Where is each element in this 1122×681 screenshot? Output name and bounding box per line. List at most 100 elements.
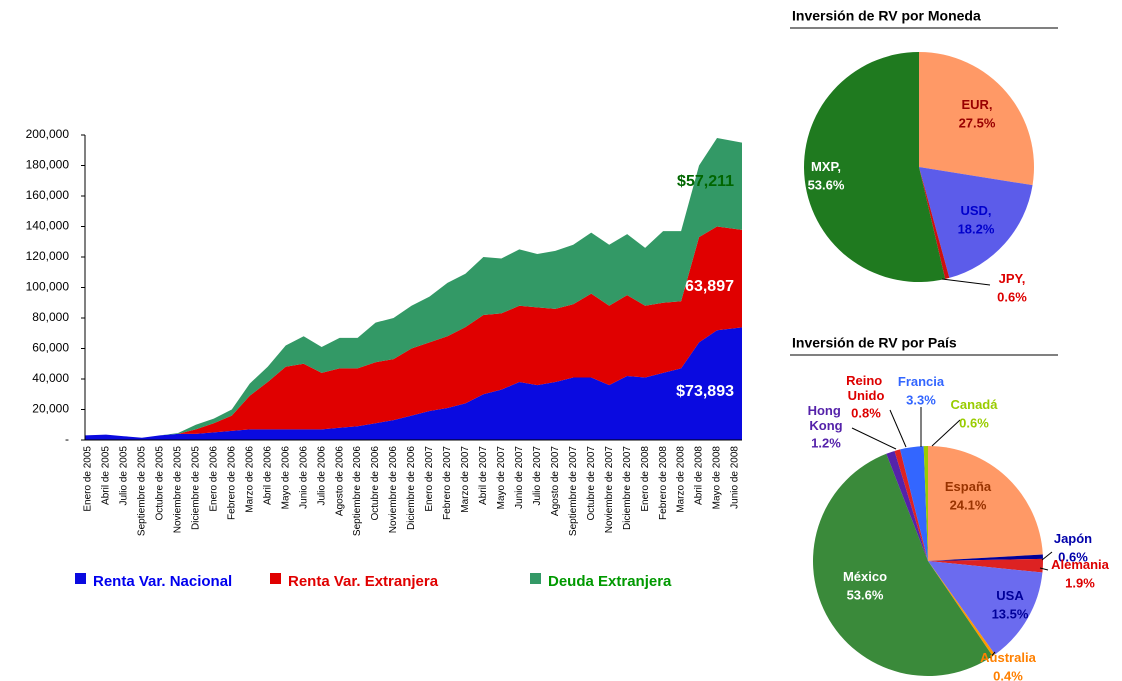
- y-tick-label: 140,000: [26, 219, 70, 233]
- x-tick-label: Abril de 2005: [101, 446, 112, 505]
- pie-slice: [919, 167, 950, 279]
- x-tick-label: Julio de 2006: [316, 446, 327, 506]
- pie-slice: [928, 561, 996, 657]
- slice-label: EUR,: [961, 97, 992, 112]
- x-tick-label: Septiembre de 2006: [352, 446, 363, 537]
- slice-value: 24.1%: [950, 497, 987, 512]
- pie-slice: [928, 561, 1043, 655]
- x-tick-label: Noviembre de 2005: [173, 446, 184, 534]
- slice-value: 53.6%: [847, 587, 884, 602]
- x-tick-label: Agosto de 2006: [334, 446, 345, 516]
- slice-label: Reino Unido: [846, 373, 886, 403]
- leader-line: [851, 427, 897, 450]
- x-tick-label: Abril de 2006: [262, 446, 273, 505]
- legend-swatch: [75, 573, 86, 584]
- area-band: [85, 226, 742, 438]
- y-tick-label: 120,000: [26, 249, 70, 263]
- x-tick-label: Octubre de 2006: [370, 446, 381, 521]
- slice-label: México: [843, 569, 887, 584]
- y-tick-label: 60,000: [32, 341, 69, 355]
- slice-value: 0.6%: [997, 289, 1027, 304]
- slice-value: 27.5%: [959, 115, 996, 130]
- x-tick-label: Febrero de 2006: [226, 446, 237, 520]
- pie-title: Inversión de RV por Moneda: [792, 8, 981, 24]
- pie-slice: [919, 52, 1034, 186]
- end-label: $73,893: [676, 383, 734, 400]
- y-tick-label: 40,000: [32, 371, 69, 385]
- x-tick-label: Noviembre de 2007: [604, 446, 615, 534]
- y-tick-label: 100,000: [26, 280, 70, 294]
- pie-slice: [894, 449, 928, 561]
- x-tick-label: Mayo de 2007: [496, 446, 507, 510]
- y-tick-label: 180,000: [26, 158, 70, 172]
- slice-value: 1.2%: [811, 435, 841, 450]
- leader-line: [889, 409, 907, 448]
- pie-slice: [812, 453, 993, 676]
- leader-line: [989, 651, 996, 659]
- pie-title: Inversión de RV por País: [792, 335, 957, 351]
- pie-slice: [923, 446, 928, 561]
- slice-value: 3.3%: [906, 392, 936, 407]
- slice-label: Hong Kong: [808, 403, 845, 433]
- slice-label: JPY,: [999, 271, 1026, 286]
- area-band: [85, 138, 742, 438]
- slice-value: 0.6%: [959, 415, 989, 430]
- x-tick-label: Junio de 2008: [730, 446, 741, 509]
- slice-value: 0.6%: [1058, 549, 1088, 564]
- end-label: $63,897: [676, 278, 734, 295]
- y-tick-label: -: [65, 432, 69, 446]
- leader-line: [931, 419, 961, 447]
- legend-label: Deuda Extranjera: [548, 573, 672, 590]
- slice-value: 18.2%: [958, 221, 995, 236]
- slice-label: USA: [996, 588, 1024, 603]
- x-tick-label: Enero de 2008: [640, 446, 651, 512]
- slice-value: 53.6%: [808, 177, 845, 192]
- slice-value: 13.5%: [992, 606, 1029, 621]
- x-tick-label: Diciembre de 2007: [622, 446, 633, 530]
- x-tick-label: Septiembre de 2007: [568, 446, 579, 537]
- x-tick-label: Octubre de 2005: [155, 446, 166, 521]
- area-band: [85, 327, 742, 440]
- slice-value: 0.8%: [851, 405, 881, 420]
- slice-label: USD,: [960, 203, 991, 218]
- slice-label: Canadá: [951, 397, 999, 412]
- y-tick-label: 80,000: [32, 310, 69, 324]
- pie-slice: [928, 446, 1043, 561]
- leader-line: [1039, 567, 1049, 571]
- x-tick-label: Julio de 2005: [119, 446, 130, 506]
- y-tick-label: 20,000: [32, 402, 69, 416]
- pie-slice: [928, 558, 1043, 573]
- slice-value: 0.4%: [993, 668, 1023, 681]
- x-tick-label: Marzo de 2008: [676, 446, 687, 513]
- x-tick-label: Febrero de 2007: [442, 446, 453, 520]
- slice-label: Australia: [980, 650, 1036, 665]
- x-tick-label: Octubre de 2007: [586, 446, 597, 521]
- leader-line: [941, 278, 991, 286]
- legend-swatch: [270, 573, 281, 584]
- x-tick-label: Septiembre de 2005: [137, 446, 148, 537]
- slice-label: MXP,: [811, 159, 841, 174]
- x-tick-label: Noviembre de 2006: [388, 446, 399, 534]
- x-tick-label: Enero de 2007: [424, 446, 435, 512]
- legend-swatch: [530, 573, 541, 584]
- x-tick-label: Marzo de 2006: [244, 446, 255, 513]
- x-tick-label: Enero de 2005: [83, 446, 94, 512]
- slice-label: Alemania: [1051, 557, 1110, 572]
- slice-label: España: [945, 479, 992, 494]
- leader-line: [1041, 551, 1053, 561]
- slice-value: 1.9%: [1065, 575, 1095, 590]
- x-tick-label: Junio de 2006: [298, 446, 309, 509]
- x-tick-label: Agosto de 2007: [550, 446, 561, 516]
- end-label: $57,211: [677, 173, 734, 190]
- x-tick-label: Junio de 2007: [514, 446, 525, 509]
- x-tick-label: Mayo de 2008: [712, 446, 723, 510]
- y-tick-label: 160,000: [26, 188, 70, 202]
- pie-slice: [919, 167, 1033, 278]
- slice-label: Francia: [898, 374, 945, 389]
- x-tick-label: Julio de 2007: [532, 446, 543, 506]
- pie-slice: [886, 450, 928, 561]
- legend-label: Renta Var. Extranjera: [288, 573, 439, 590]
- x-tick-label: Enero de 2006: [208, 446, 219, 512]
- x-tick-label: Febrero de 2008: [658, 446, 669, 520]
